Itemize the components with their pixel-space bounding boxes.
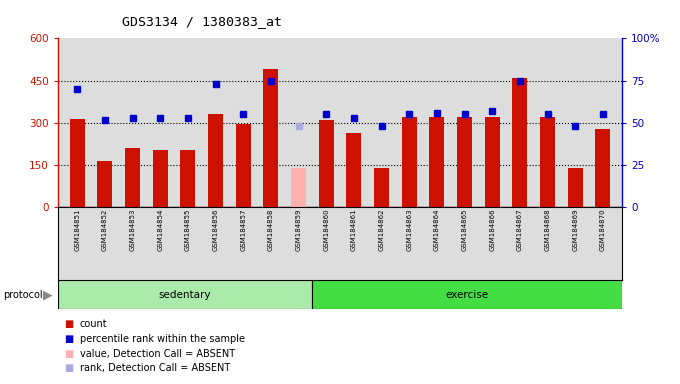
Text: GSM184858: GSM184858 bbox=[268, 209, 274, 251]
Text: GSM184866: GSM184866 bbox=[489, 209, 495, 252]
Text: ■: ■ bbox=[65, 349, 74, 359]
Text: protocol: protocol bbox=[3, 290, 43, 300]
Bar bbox=[58, 280, 312, 309]
Bar bbox=[568, 168, 583, 207]
Text: GSM184856: GSM184856 bbox=[213, 209, 218, 251]
Text: ■: ■ bbox=[65, 363, 74, 373]
Text: GSM184864: GSM184864 bbox=[434, 209, 440, 251]
Text: GSM184852: GSM184852 bbox=[102, 209, 108, 251]
Text: GSM184868: GSM184868 bbox=[545, 209, 551, 252]
Bar bbox=[312, 280, 622, 309]
Bar bbox=[318, 120, 334, 207]
Bar bbox=[429, 117, 445, 207]
Text: GSM184861: GSM184861 bbox=[351, 209, 357, 252]
Bar bbox=[402, 117, 417, 207]
Text: GSM184869: GSM184869 bbox=[572, 209, 578, 252]
Text: GSM184851: GSM184851 bbox=[74, 209, 80, 251]
Bar bbox=[374, 168, 389, 207]
Text: exercise: exercise bbox=[445, 290, 489, 300]
Bar bbox=[512, 78, 528, 207]
Text: rank, Detection Call = ABSENT: rank, Detection Call = ABSENT bbox=[80, 363, 230, 373]
Text: value, Detection Call = ABSENT: value, Detection Call = ABSENT bbox=[80, 349, 235, 359]
Text: ■: ■ bbox=[65, 319, 74, 329]
Text: ▶: ▶ bbox=[43, 288, 52, 301]
Bar bbox=[346, 133, 362, 207]
Bar bbox=[97, 161, 112, 207]
Text: GSM184863: GSM184863 bbox=[406, 209, 412, 252]
Bar bbox=[457, 117, 472, 207]
Text: sedentary: sedentary bbox=[159, 290, 211, 300]
Bar bbox=[69, 119, 85, 207]
Text: count: count bbox=[80, 319, 107, 329]
Text: GSM184859: GSM184859 bbox=[296, 209, 301, 251]
Text: GSM184870: GSM184870 bbox=[600, 209, 606, 252]
Text: GSM184857: GSM184857 bbox=[240, 209, 246, 251]
Text: GSM184855: GSM184855 bbox=[185, 209, 191, 251]
Text: GSM184853: GSM184853 bbox=[129, 209, 135, 251]
Text: GDS3134 / 1380383_at: GDS3134 / 1380383_at bbox=[122, 15, 282, 28]
Bar bbox=[152, 150, 168, 207]
Text: ■: ■ bbox=[65, 334, 74, 344]
Text: GSM184865: GSM184865 bbox=[462, 209, 468, 251]
Bar bbox=[291, 168, 306, 207]
Bar bbox=[235, 124, 251, 207]
Bar bbox=[125, 148, 140, 207]
Text: GSM184854: GSM184854 bbox=[157, 209, 163, 251]
Bar bbox=[485, 117, 500, 207]
Text: GSM184860: GSM184860 bbox=[323, 209, 329, 252]
Bar bbox=[263, 70, 278, 207]
Bar bbox=[595, 129, 611, 207]
Bar bbox=[180, 150, 195, 207]
Text: GSM184862: GSM184862 bbox=[379, 209, 384, 251]
Text: percentile rank within the sample: percentile rank within the sample bbox=[80, 334, 245, 344]
Bar bbox=[540, 117, 555, 207]
Bar bbox=[208, 114, 223, 207]
Text: GSM184867: GSM184867 bbox=[517, 209, 523, 252]
